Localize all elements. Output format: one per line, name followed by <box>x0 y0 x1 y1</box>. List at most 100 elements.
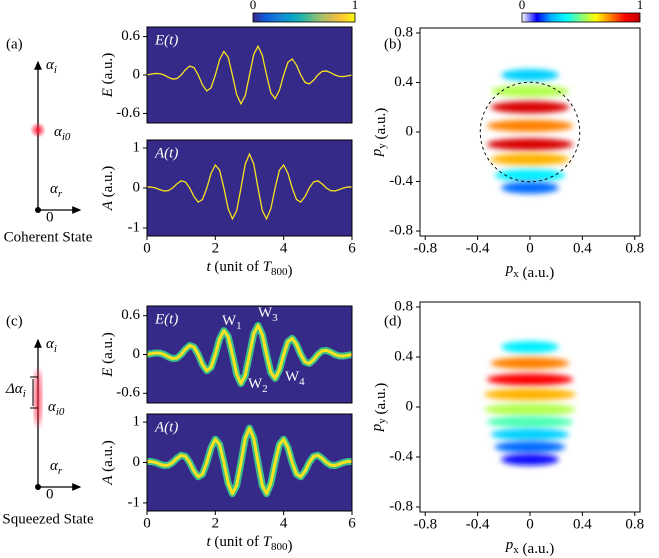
point-label: αi0 <box>54 124 71 142</box>
label-part: (unit of <box>211 534 263 550</box>
axis-label: px (a.u.) <box>505 261 554 281</box>
label-part: p <box>369 423 385 432</box>
label-part: W <box>285 369 300 385</box>
heatmap-band <box>484 388 576 401</box>
x-tick-label: 4 <box>280 515 288 531</box>
origin-label: 0 <box>46 486 54 502</box>
y-tick-label: -0.4 <box>389 173 413 189</box>
y-tick-label: 0 <box>133 346 141 362</box>
label-part: E <box>100 368 116 378</box>
y-tick-label: 0.4 <box>394 74 413 90</box>
label-part: t <box>206 534 211 550</box>
axis-label: A (a.u.) <box>100 166 116 212</box>
label-part: W <box>248 376 263 392</box>
line <box>147 152 352 221</box>
axis-label: αi <box>46 336 57 354</box>
label-part: x <box>513 268 519 280</box>
phase-diagram: αi αr 0 αi0 Coherent State <box>4 57 93 245</box>
x-tick-label: -0.4 <box>466 516 490 532</box>
label-part: (a.u.) <box>100 166 116 201</box>
axis-label: py (a.u.) <box>369 108 389 157</box>
label-part: 800 <box>271 541 288 553</box>
y-tick-label: 0 <box>133 179 141 195</box>
label-part: T <box>263 534 273 550</box>
wave-label: W4 <box>285 369 305 387</box>
y-tick-label: -0.4 <box>389 448 413 464</box>
origin-label: 0 <box>46 209 54 225</box>
label-part: p <box>505 261 514 277</box>
label-part: 800 <box>271 266 288 278</box>
x-tick-label: 0.4 <box>573 516 592 532</box>
colorbar-tick-label: 1 <box>637 0 644 12</box>
label-part: (a.u.) <box>519 541 554 557</box>
label-part: (a.u.) <box>100 332 116 367</box>
y-tick-label: -0.8 <box>389 498 413 514</box>
x-tick-label: 0.8 <box>625 516 644 532</box>
heatmap-band <box>484 403 576 416</box>
heatmap-band <box>494 441 566 453</box>
y-tick-label: 0.4 <box>394 348 413 364</box>
label-part: t <box>206 259 211 275</box>
y-tick-label: -0.8 <box>389 222 413 238</box>
heatmap-band <box>490 153 570 166</box>
label-part: p <box>505 537 514 553</box>
y-tick-label: 1 <box>133 414 141 430</box>
axis-label: A (a.u.) <box>100 440 116 486</box>
y-tick-label: 0.8 <box>394 24 413 40</box>
label-part: 2 <box>262 383 268 395</box>
caption: Coherent State <box>4 229 93 245</box>
axis-label: px (a.u.) <box>505 537 554 557</box>
x-tick-label: 2 <box>212 515 220 531</box>
reference-circle <box>479 81 581 183</box>
label-part: 4 <box>299 376 305 388</box>
heatmap-band <box>490 357 570 370</box>
label-part: (a.u.) <box>519 265 554 281</box>
heatmap-band <box>486 416 574 428</box>
x-tick-label: 2 <box>212 240 220 256</box>
label-part: W <box>222 313 237 329</box>
label-part: 1 <box>236 320 242 332</box>
label-part: (a.u.) <box>373 108 389 143</box>
origin-dot <box>35 484 41 490</box>
label-part: y <box>376 143 388 149</box>
heatmap <box>486 69 574 194</box>
heatmap-band <box>501 341 559 353</box>
y-tick-label: -0.6 <box>116 385 140 401</box>
panel-label: (d) <box>384 313 402 329</box>
label-part: ) <box>288 263 293 279</box>
y-tick-label: 0.6 <box>121 307 140 323</box>
y-tick-label: 1 <box>133 139 141 155</box>
spread-label: Δαi <box>5 381 26 399</box>
point-label: αi0 <box>48 399 65 417</box>
x-tick-label: 0 <box>143 515 151 531</box>
annotation: E(t) <box>154 32 178 48</box>
heatmap-band <box>501 69 559 82</box>
colorbar-tick-label: 1 <box>352 0 359 12</box>
line <box>147 323 352 386</box>
axis-label: py (a.u.) <box>369 383 389 432</box>
heatmap-band <box>501 453 559 466</box>
heatmap-band <box>486 373 574 386</box>
panel-label: (c) <box>6 313 23 329</box>
phase-diagram: αi αr 0 Δαi αi0 Squeezed State <box>2 336 94 527</box>
axis-label: αr <box>50 458 63 476</box>
heatmap-band <box>486 119 574 132</box>
label-part: W <box>258 305 273 321</box>
colorbar <box>521 12 641 23</box>
colorbar-tick-label: 0 <box>519 0 526 12</box>
origin-dot <box>35 207 41 213</box>
x-tick-label: 0.8 <box>625 240 644 256</box>
label-part: (a.u.) <box>373 383 389 418</box>
label-part: 3 <box>272 312 278 324</box>
y-tick-label: -1 <box>128 219 141 235</box>
axis-label: t (unit of T800) <box>206 534 292 554</box>
heatmap-band <box>490 85 570 98</box>
axis-label: E (a.u.) <box>100 53 116 99</box>
colorbar-tick-label: 0 <box>250 0 257 12</box>
annotation: A(t) <box>154 419 178 435</box>
line <box>147 426 352 496</box>
annotation: A(t) <box>154 145 178 161</box>
label-part: ) <box>288 538 293 554</box>
heatmap <box>484 341 576 466</box>
